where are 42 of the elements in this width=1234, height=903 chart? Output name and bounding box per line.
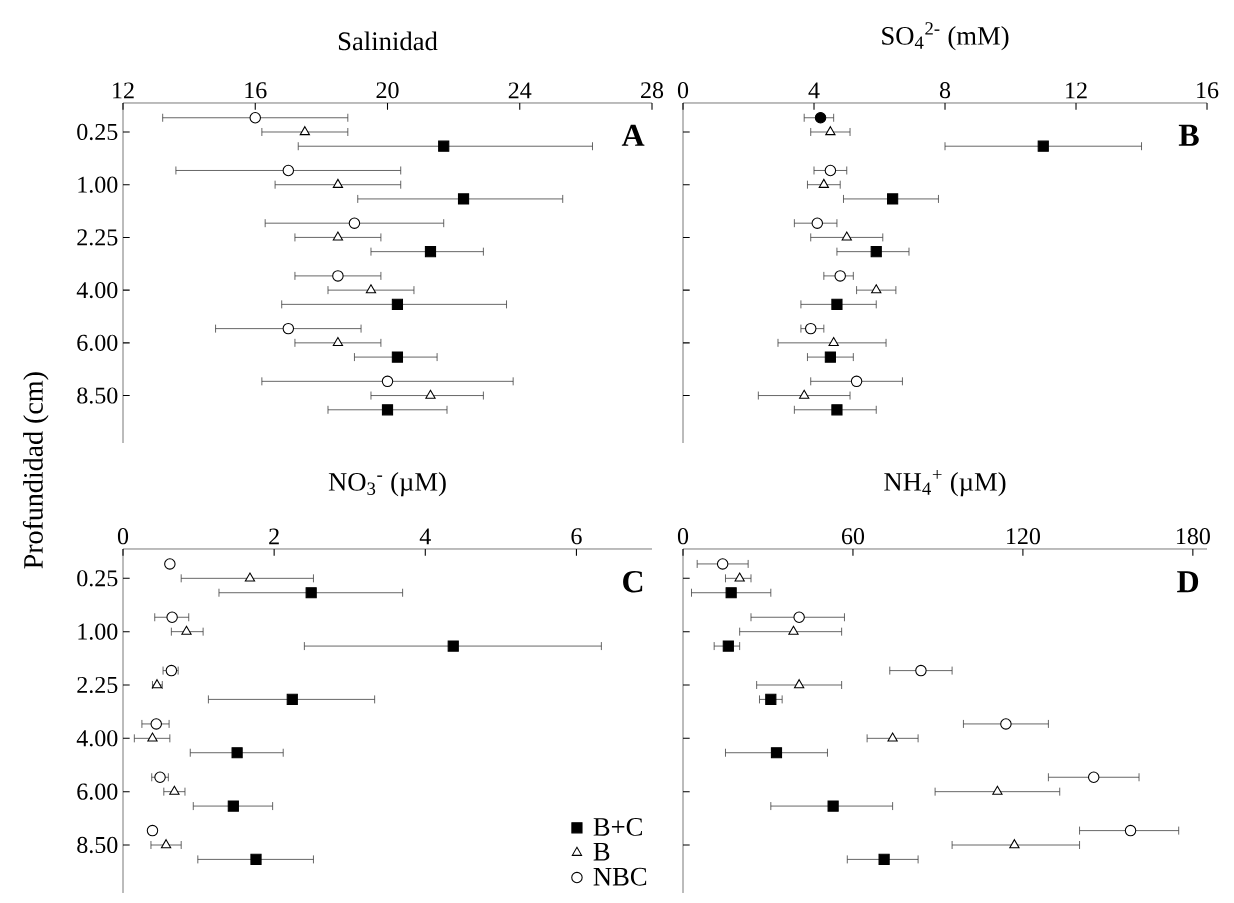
x-tick-label: 6 [571,528,582,545]
y-tick-label: 8.50 [77,836,118,854]
y-tick-label: 0.25 [77,123,118,141]
x-tick-label: 16 [245,82,267,99]
legend-label: B [593,842,610,861]
y-tick-label: 4.00 [76,730,118,747]
y-tick-label: 0.25 [77,570,118,587]
annotation: D [1177,571,1199,593]
x-tick-label: 120 [1007,528,1040,545]
chart-title: NH$_{4}$$^{+}$ (µM) [884,470,1006,497]
x-tick-label: 24 [508,82,532,99]
x-tick-label: 0 [677,528,689,545]
x-tick-label: 4 [808,82,820,99]
y-tick-label: 1.00 [78,176,118,193]
y-tick-label: 6.00 [77,334,118,351]
y-axis-title: Profundidad (cm) [22,372,49,569]
x-tick-label: 0 [677,82,689,99]
y-tick-label: 1.00 [78,623,118,640]
x-tick-label: 12 [113,82,134,99]
x-tick-label: 12 [1066,82,1087,99]
x-tick-label: 2 [269,528,279,545]
y-tick-label: 2.25 [77,676,118,694]
chart-title: NO$_{3}$$^{-}$ (µM) [328,472,446,497]
x-tick-label: 4 [419,528,431,545]
x-tick-label: 20 [376,82,399,99]
legend-label: B+C [593,817,642,836]
y-tick-label: 2.25 [77,229,118,246]
x-tick-label: 28 [641,82,664,99]
legend-label: NBC [593,867,647,886]
annotation: B [1178,124,1199,146]
x-tick-label: 16 [1197,82,1219,99]
x-tick-label: 0 [117,528,129,545]
x-tick-label: 180 [1176,528,1210,545]
chart-title: Salinidad [338,31,438,51]
annotation: A [621,124,645,146]
x-tick-label: 8 [939,82,951,99]
x-tick-label: 60 [841,528,865,545]
chart-title: SO$_{4}$$^{2-}$ (mM) [882,22,1009,51]
y-tick-label: 8.50 [77,387,118,404]
annotation: C [623,570,643,593]
y-tick-label: 6.00 [77,783,118,800]
y-tick-label: 4.00 [76,281,118,299]
